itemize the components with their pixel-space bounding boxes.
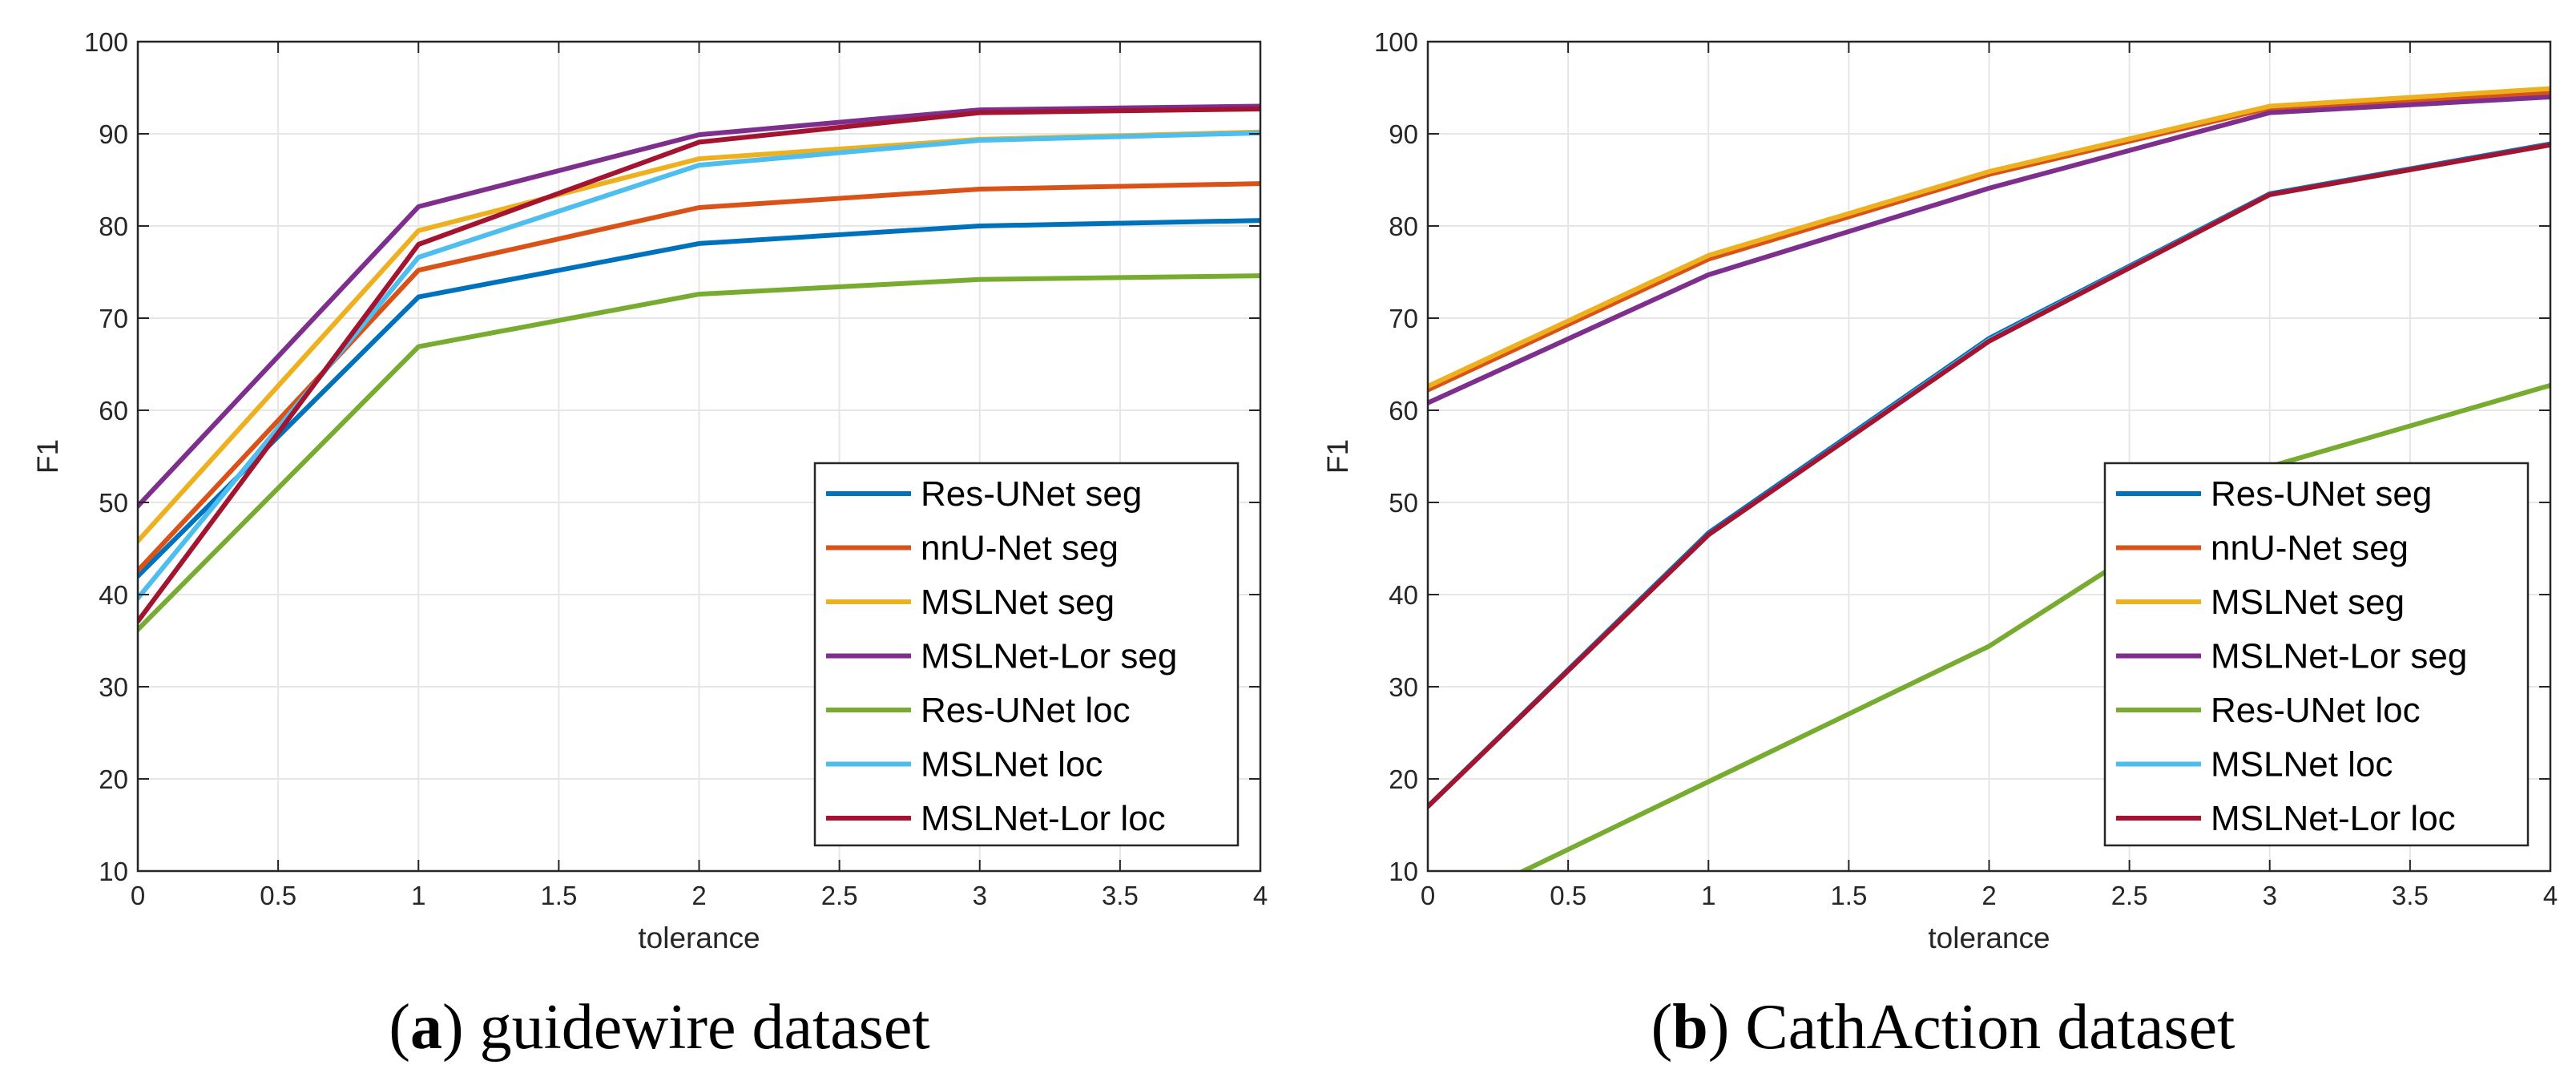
y-tick-label: 80 xyxy=(1389,212,1418,241)
x-tick-label: 2.5 xyxy=(821,881,858,910)
panel-caption: (a) guidewire dataset xyxy=(389,992,929,1063)
series-group xyxy=(1428,86,2550,871)
y-tick-label: 70 xyxy=(1389,304,1418,333)
y-tick-label: 60 xyxy=(1389,396,1418,426)
x-tick-label: 3.5 xyxy=(2392,881,2429,910)
y-axis-label: F1 xyxy=(1321,439,1354,474)
y-tick-label: 10 xyxy=(99,857,128,886)
legend-label: MSLNet-Lor seg xyxy=(921,637,1177,676)
legend-label: MSLNet seg xyxy=(921,583,1115,622)
legend-label: MSLNet loc xyxy=(2211,745,2393,785)
x-tick-label: 3 xyxy=(973,881,987,910)
y-tick-label: 90 xyxy=(1389,119,1418,149)
legend-label: nnU-Net seg xyxy=(921,529,1119,568)
x-axis-label: tolerance xyxy=(638,922,760,954)
chart-panel-a: 0 0.5 1 1.5 2 2.5 3 3.5 4 10 20 30 40 50 60 70 80 90 100 to… xyxy=(31,27,1268,1063)
x-tick-label: 2 xyxy=(1981,881,1996,910)
x-tick-label: 4 xyxy=(1253,881,1268,910)
panel-caption: (b) CathAction dataset xyxy=(1651,992,2235,1063)
x-tick-label: 0 xyxy=(131,881,145,910)
legend-label: MSLNet-Lor loc xyxy=(2211,799,2456,838)
y-tick-label: 20 xyxy=(1389,764,1418,794)
series-line-mslnet-lor-loc xyxy=(138,107,1260,624)
x-axis-label: tolerance xyxy=(1928,922,2050,954)
legend-label: MSLNet-Lor loc xyxy=(921,799,1166,838)
y-tick-label: 30 xyxy=(99,672,128,702)
series-line-mslnet-seg xyxy=(1428,86,2550,389)
x-tick-label: 3 xyxy=(2263,881,2277,910)
series-line-nnu-net-seg xyxy=(1428,90,2550,393)
x-tick-label: 4 xyxy=(2543,881,2558,910)
legend: Res-UNet seg nnU-Net seg MSLNet seg MSLNet-… xyxy=(2103,462,2530,847)
y-tick-label: 90 xyxy=(99,119,128,149)
series-line-res-unet-loc xyxy=(1518,382,2550,871)
series-line-mslnet-lor-seg xyxy=(1428,95,2550,405)
series-line-mslnet-lor-seg xyxy=(138,103,1260,509)
y-tick-label: 100 xyxy=(1374,27,1418,57)
y-tick-label: 50 xyxy=(99,488,128,518)
y-tick-label: 10 xyxy=(1389,857,1418,886)
legend: Res-UNet seg nnU-Net seg MSLNet seg MSLNet-… xyxy=(813,462,1240,847)
y-tick-label: 50 xyxy=(1389,488,1418,518)
x-tick-label: 1.5 xyxy=(1830,881,1867,910)
chart-panel-b: 0 0.5 1 1.5 2 2.5 3 3.5 4 10 20 30 40 50 60 70 80 90 100 to… xyxy=(1321,27,2558,1063)
x-tick-label: 0.5 xyxy=(260,881,296,910)
y-tick-label: 20 xyxy=(99,764,128,794)
legend-label: Res-UNet seg xyxy=(2211,474,2432,514)
series-line-mslnet-lor-loc xyxy=(1428,142,2550,809)
x-tick-label: 2.5 xyxy=(2111,881,2148,910)
y-tick-label: 60 xyxy=(99,396,128,426)
y-tick-label: 80 xyxy=(99,212,128,241)
series-group xyxy=(138,103,1260,632)
y-tick-label: 30 xyxy=(1389,672,1418,702)
y-tick-label: 70 xyxy=(99,304,128,333)
x-tick-label: 0 xyxy=(1421,881,1435,910)
legend-label: MSLNet-Lor seg xyxy=(2211,637,2467,676)
y-tick-label: 40 xyxy=(99,580,128,610)
legend-label: Res-UNet seg xyxy=(921,474,1142,514)
legend-label: nnU-Net seg xyxy=(2211,529,2409,568)
x-tick-label: 0.5 xyxy=(1550,881,1586,910)
legend-label: MSLNet seg xyxy=(2211,583,2405,622)
legend-label: MSLNet loc xyxy=(921,745,1103,785)
series-line-res-unet-loc xyxy=(138,273,1260,632)
series-line-res-unet-seg xyxy=(138,218,1260,579)
x-tick-label: 1.5 xyxy=(540,881,577,910)
legend-label: Res-UNet loc xyxy=(921,691,1131,730)
y-tick-label: 40 xyxy=(1389,580,1418,610)
y-axis-label: F1 xyxy=(31,439,64,474)
x-tick-label: 1 xyxy=(411,881,425,910)
x-tick-label: 2 xyxy=(691,881,706,910)
x-tick-label: 3.5 xyxy=(1102,881,1139,910)
legend-label: Res-UNet loc xyxy=(2211,691,2421,730)
x-tick-label: 1 xyxy=(1701,881,1715,910)
y-tick-label: 100 xyxy=(84,27,128,57)
